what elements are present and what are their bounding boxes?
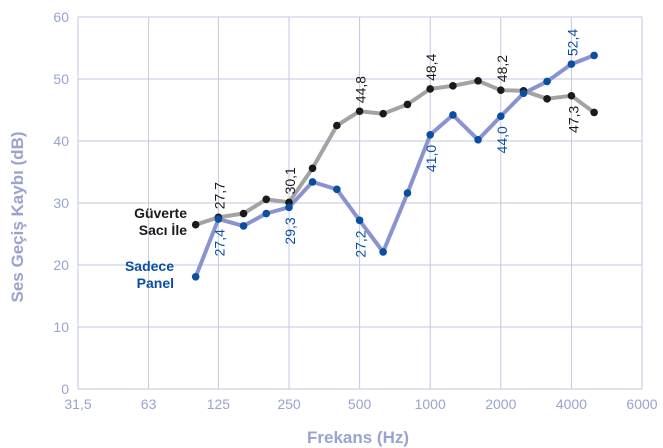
series-name-line: Güverte: [134, 205, 187, 221]
y-tick-labels: 0 10 20 30 40 50 60: [53, 9, 69, 397]
data-label: 29,3: [282, 217, 298, 244]
series-name-label: Güverte Sacı İle: [134, 205, 187, 238]
y-tick-label: 10: [53, 319, 69, 335]
data-labels: 27,7 30,1 44,8 48,4 48,2 47,3 27,4 29,3 27,2 41,0…: [211, 29, 581, 258]
data-point: [403, 100, 412, 109]
data-label: 48,2: [494, 55, 510, 82]
series-name-label: Sadece Panel: [125, 258, 174, 291]
x-tick-label: 1000: [415, 396, 446, 412]
data-point: [567, 91, 576, 100]
x-tick-label: 125: [207, 396, 231, 412]
grid: [77, 16, 643, 390]
x-tick-label: 31,5: [64, 396, 91, 412]
data-point: [333, 121, 341, 130]
data-label: 30,1: [282, 167, 298, 194]
series-line: [193, 53, 597, 279]
y-tick-label: 60: [53, 9, 69, 25]
data-point: [214, 215, 223, 223]
series-markers: [191, 51, 598, 281]
data-label: 27,2: [353, 230, 369, 257]
data-point: [590, 51, 598, 60]
data-point: [519, 89, 528, 98]
data-point: [333, 185, 341, 194]
x-axis-title: Frekans (Hz): [307, 428, 409, 447]
x-tick-label: 6000: [626, 396, 657, 412]
data-point: [355, 216, 364, 225]
x-tick-label: 500: [348, 396, 372, 412]
data-point: [426, 131, 434, 139]
data-point: [239, 222, 248, 230]
y-tick-label: 50: [53, 71, 69, 87]
data-point: [239, 209, 248, 218]
data-point: [543, 95, 551, 103]
data-point: [567, 60, 576, 68]
data-point: [496, 86, 505, 94]
x-tick-label: 250: [277, 396, 301, 412]
data-point: [379, 109, 387, 118]
series-name-line: Panel: [137, 275, 174, 291]
data-point: [191, 272, 200, 281]
data-point: [308, 164, 317, 173]
data-point: [285, 203, 293, 212]
series-name-line: Sadece: [125, 258, 174, 274]
data-point: [403, 189, 412, 197]
data-label: 44,0: [494, 126, 510, 153]
data-point: [426, 85, 434, 93]
y-tick-label: 20: [53, 257, 69, 273]
data-point: [355, 107, 364, 116]
data-label: 48,4: [423, 53, 439, 80]
y-tick-label: 40: [53, 133, 69, 149]
data-point: [262, 209, 271, 218]
data-point: [191, 220, 200, 229]
data-label: 27,4: [211, 229, 227, 256]
data-point: [543, 77, 551, 86]
y-tick-label: 0: [61, 381, 69, 397]
x-tick-label: 4000: [556, 396, 587, 412]
y-tick-label: 30: [53, 195, 69, 211]
y-axis-title: Ses Geçiş Kaybı (dB): [8, 131, 27, 302]
data-point: [590, 108, 598, 117]
data-point: [449, 111, 457, 119]
series-lines: [193, 53, 597, 279]
data-label: 41,0: [423, 145, 439, 172]
x-tick-label: 2000: [485, 396, 516, 412]
data-label: 52,4: [564, 29, 580, 56]
data-point: [449, 82, 457, 90]
data-point: [474, 77, 482, 85]
series-name-line: Sacı İle: [139, 222, 187, 238]
x-tick-labels: 31,5 63 125 250 500 1000 2000 4000 6000: [64, 396, 657, 412]
data-label: 47,3: [565, 105, 581, 132]
data-point: [308, 178, 317, 186]
data-point: [496, 112, 505, 120]
x-tick-label: 63: [141, 396, 157, 412]
data-label: 44,8: [353, 76, 369, 103]
series-name-labels: Güverte Sacı İle Sadece Panel: [125, 205, 187, 291]
data-label: 27,7: [211, 182, 227, 209]
data-point: [379, 248, 387, 256]
data-point: [474, 135, 482, 144]
data-point: [262, 195, 271, 204]
